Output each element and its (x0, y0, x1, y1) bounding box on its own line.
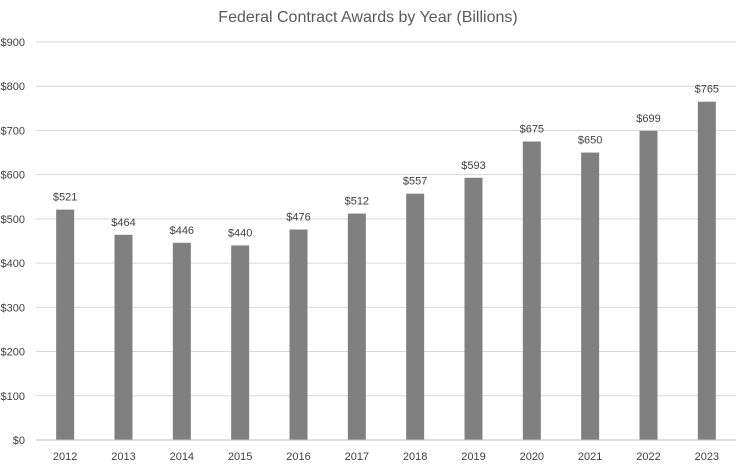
chart-title: Federal Contract Awards by Year (Billion… (218, 9, 517, 26)
bar (289, 229, 308, 440)
bar (231, 245, 250, 440)
x-tick-label: 2012 (53, 451, 77, 463)
y-tick-label: $300 (1, 302, 25, 314)
bar (56, 209, 75, 440)
y-tick-label: $200 (1, 347, 25, 359)
data-label: $440 (228, 227, 252, 239)
data-label: $464 (111, 217, 135, 229)
y-tick-label: $800 (1, 81, 25, 93)
x-tick-label: 2019 (461, 451, 485, 463)
y-tick-label: $100 (1, 391, 25, 403)
x-tick-label: 2015 (228, 451, 252, 463)
y-tick-label: $600 (1, 170, 25, 182)
data-label: $446 (170, 225, 194, 237)
x-tick-label: 2018 (403, 451, 427, 463)
data-label: $675 (520, 124, 544, 136)
y-tick-label: $400 (1, 258, 25, 270)
data-label: $521 (53, 192, 77, 204)
x-tick-label: 2023 (695, 451, 719, 463)
bar (581, 152, 600, 441)
x-tick-label: 2016 (286, 451, 310, 463)
data-label: $557 (403, 176, 427, 188)
data-label: $765 (695, 84, 719, 96)
bar (172, 242, 191, 440)
x-tick-label: 2014 (170, 451, 194, 463)
bar (522, 141, 541, 440)
x-tick-label: 2022 (636, 451, 660, 463)
data-label: $650 (578, 135, 602, 147)
data-label: $476 (286, 212, 310, 224)
y-tick-label: $0 (13, 435, 25, 447)
data-label: $699 (636, 113, 660, 125)
x-tick-label: 2021 (578, 451, 602, 463)
bar (406, 193, 425, 440)
bar (464, 177, 483, 441)
x-tick-label: 2017 (345, 451, 369, 463)
bar (114, 234, 133, 440)
bar (697, 101, 716, 440)
y-tick-label: $700 (1, 125, 25, 137)
data-label: $593 (461, 160, 485, 172)
bar (639, 130, 658, 441)
bar (347, 213, 366, 440)
x-tick-label: 2013 (111, 451, 135, 463)
y-tick-label: $500 (1, 214, 25, 226)
y-tick-label: $900 (1, 37, 25, 49)
x-tick-label: 2020 (520, 451, 544, 463)
data-label: $512 (345, 196, 369, 208)
